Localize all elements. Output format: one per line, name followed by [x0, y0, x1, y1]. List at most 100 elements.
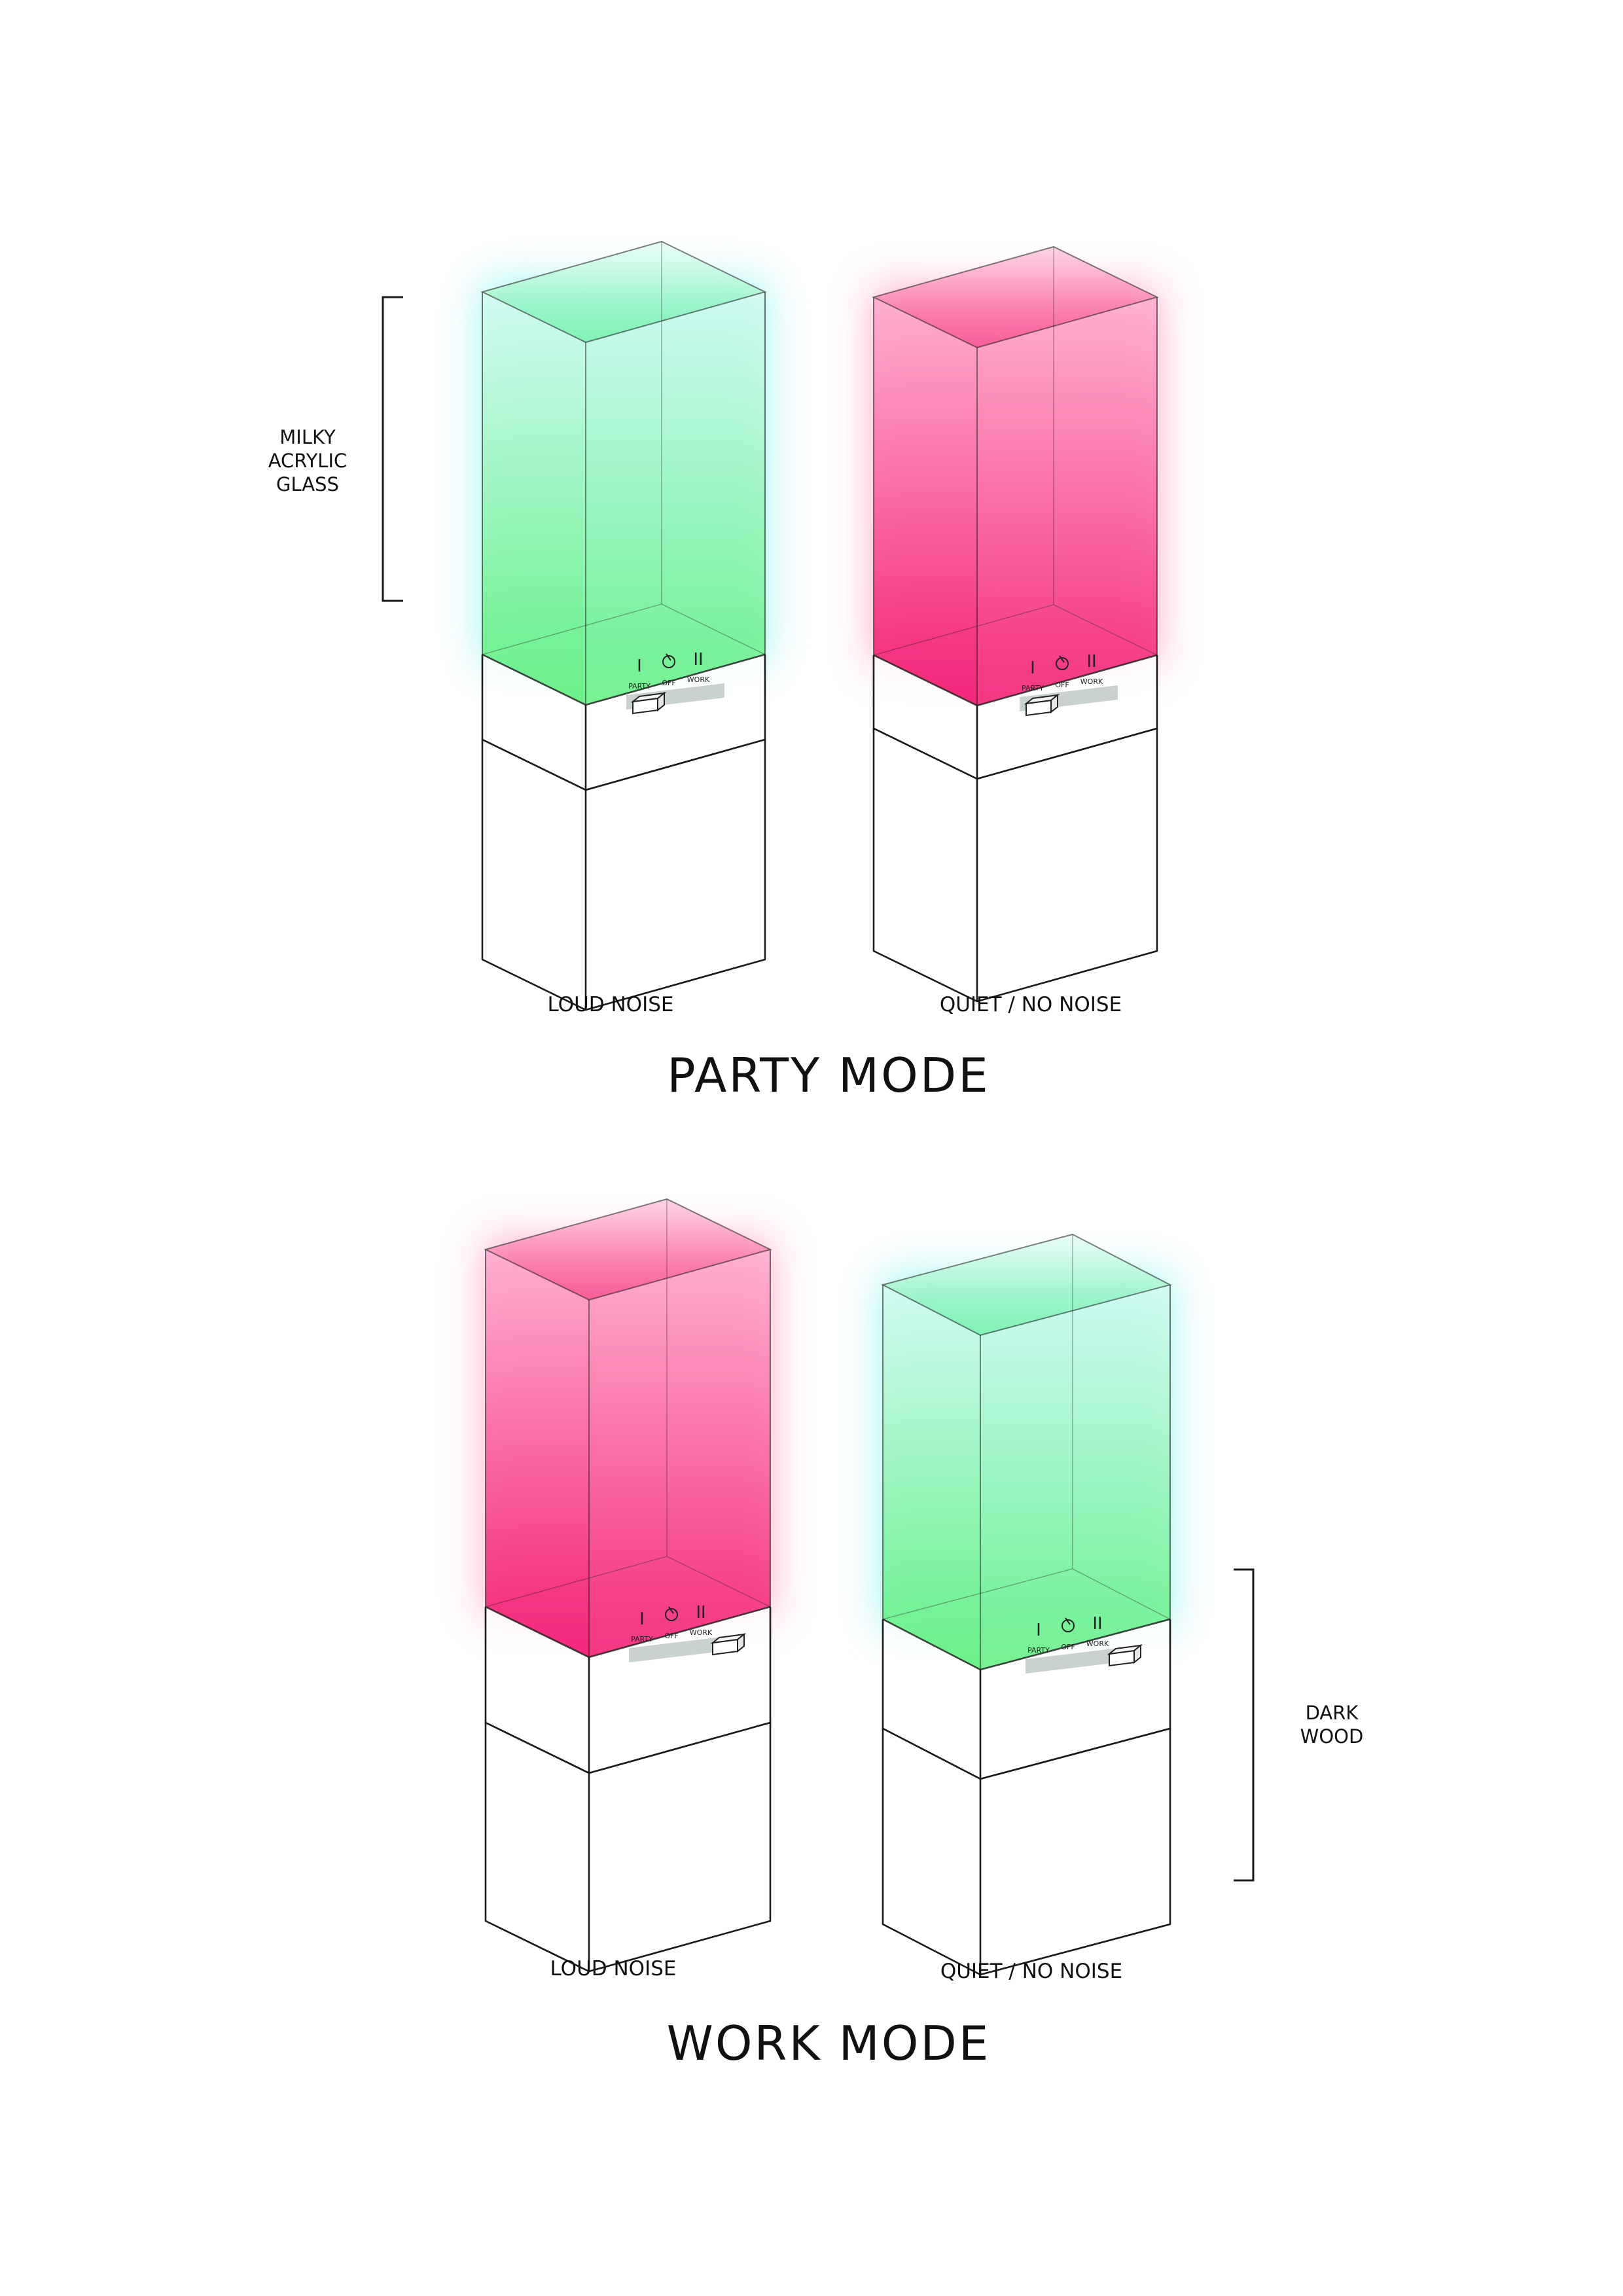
- base-side-face: [980, 1729, 1170, 1975]
- lamp-body: [881, 1233, 1172, 1976]
- work-mode-icon: II: [1086, 652, 1096, 672]
- off-icon-ring: [1061, 1619, 1075, 1632]
- work-mode-icon: II: [696, 1603, 705, 1623]
- lamp-body: [484, 1198, 772, 1973]
- base-front-face: [874, 728, 977, 1001]
- slider-knob-side: [1133, 1643, 1141, 1664]
- wood-label-line-2: WOOD: [1300, 1725, 1364, 1748]
- base-front-face: [482, 740, 586, 1010]
- lamp-caption-work-loud: LOUD NOISE: [550, 1957, 677, 1981]
- glass-top-face: [874, 247, 1157, 348]
- section-title-work: WORK MODE: [667, 2016, 991, 2071]
- switch-box-front: [486, 1607, 589, 1773]
- switch-label-off: OFF: [1055, 681, 1069, 689]
- off-icon: [665, 1606, 678, 1621]
- work-mode-icon: II: [1092, 1614, 1102, 1634]
- wood-label-line-1: DARK: [1306, 1702, 1359, 1724]
- lamp-party-quiet: I PARTY OFF II WORK: [870, 245, 1161, 1003]
- glass-front-face: [486, 1249, 589, 1657]
- base-side-face: [589, 1723, 770, 1971]
- lamp-caption-party-loud: LOUD NOISE: [548, 993, 674, 1016]
- wood-annotation: DARK WOOD: [1234, 1568, 1364, 1882]
- mode-switch[interactable]: I PARTY OFF II WORK: [626, 650, 724, 715]
- glass-hidden-edge: [485, 1556, 771, 1607]
- glass-hidden-edge: [873, 604, 1158, 656]
- glass-front-face: [883, 1285, 980, 1670]
- switch-label-off: OFF: [1061, 1643, 1075, 1651]
- glass-label-line-3: GLASS: [276, 473, 339, 495]
- switch-label-off: OFF: [664, 1632, 678, 1640]
- switch-label-party: PARTY: [628, 682, 651, 691]
- glass-base-edge: [873, 654, 1158, 707]
- party-mode-icon: I: [639, 1609, 645, 1629]
- off-icon-ring: [1056, 657, 1069, 670]
- slider-knob[interactable]: [630, 691, 667, 715]
- party-mode-icon: I: [1030, 658, 1035, 678]
- glass-bracket: [382, 296, 403, 602]
- switch-box-front: [883, 1619, 980, 1779]
- glass-label-line-2: ACRYLIC: [268, 450, 348, 472]
- switch-label-party: PARTY: [1027, 1646, 1050, 1655]
- glass-top-face: [486, 1199, 770, 1300]
- switch-box-front: [482, 655, 586, 790]
- off-icon: [1056, 655, 1069, 670]
- base-side-face: [586, 740, 765, 1010]
- wood-bracket: [1234, 1568, 1255, 1882]
- mode-switch[interactable]: I PARTY OFF II WORK: [629, 1603, 747, 1662]
- base-front-face: [883, 1729, 980, 1975]
- party-mode-icon: I: [637, 656, 642, 676]
- glass-front-face: [482, 292, 586, 705]
- slider-knob-side: [1050, 693, 1058, 714]
- slider-knob-side: [737, 1632, 745, 1653]
- lamp-caption-party-quiet: QUIET / NO NOISE: [940, 993, 1122, 1016]
- slider-knob[interactable]: [1024, 693, 1060, 717]
- off-icon-ring: [665, 1608, 678, 1621]
- switch-label-party: PARTY: [631, 1635, 653, 1643]
- glass-side-face: [586, 292, 765, 705]
- off-icon-stem: [666, 653, 671, 661]
- glass-base-edge: [485, 1605, 771, 1659]
- base-side-face: [977, 728, 1157, 1001]
- off-icon: [662, 653, 675, 668]
- slider-knob[interactable]: [710, 1632, 747, 1656]
- off-icon-stem: [668, 1606, 674, 1614]
- section-title-party: PARTY MODE: [667, 1048, 990, 1103]
- glass-annotation: MILKY ACRYLIC GLASS: [268, 296, 403, 602]
- glass-hidden-edge: [482, 603, 766, 655]
- glass-top-face: [482, 242, 765, 342]
- off-icon: [1061, 1617, 1075, 1632]
- base-front-face: [486, 1723, 589, 1971]
- off-icon-stem: [1059, 655, 1065, 663]
- glass-front-face: [874, 297, 977, 706]
- glass-top-face: [883, 1234, 1170, 1335]
- off-icon-stem: [1065, 1617, 1071, 1625]
- lamp-caption-work-quiet: QUIET / NO NOISE: [940, 1960, 1122, 1983]
- glass-side-face: [589, 1249, 770, 1657]
- work-mode-icon: II: [693, 650, 703, 670]
- switch-label-work: WORK: [687, 675, 710, 684]
- slider-track[interactable]: [1026, 1647, 1124, 1674]
- lamp-body: [480, 240, 767, 1011]
- lamp-work-quiet: I PARTY OFF II WORK: [879, 1233, 1174, 1976]
- mode-switch[interactable]: I PARTY OFF II WORK: [1020, 652, 1118, 717]
- mode-switch[interactable]: I PARTY OFF II WORK: [1026, 1614, 1143, 1674]
- lamp-body: [872, 245, 1159, 1003]
- lamp-party-loud: I PARTY OFF II WORK: [478, 240, 769, 1011]
- switch-label-party: PARTY: [1022, 684, 1044, 692]
- glass-hidden-edge: [882, 1568, 1171, 1620]
- party-mode-icon: I: [1036, 1621, 1041, 1640]
- glass-side-face: [980, 1285, 1170, 1670]
- switch-label-work: WORK: [1086, 1640, 1109, 1648]
- glass-base-edge: [882, 1618, 1171, 1671]
- switch-label-work: WORK: [1080, 677, 1103, 686]
- slider-track[interactable]: [629, 1636, 727, 1662]
- glass-base-edge: [482, 653, 766, 706]
- switch-label-work: WORK: [690, 1628, 713, 1637]
- off-icon-ring: [662, 655, 675, 668]
- slider-knob[interactable]: [1107, 1643, 1143, 1667]
- glass-side-face: [977, 297, 1157, 706]
- lamp-work-loud: I PARTY OFF II WORK: [482, 1198, 774, 1973]
- slider-knob-side: [657, 691, 665, 712]
- glass-label-line-1: MILKY: [279, 426, 336, 448]
